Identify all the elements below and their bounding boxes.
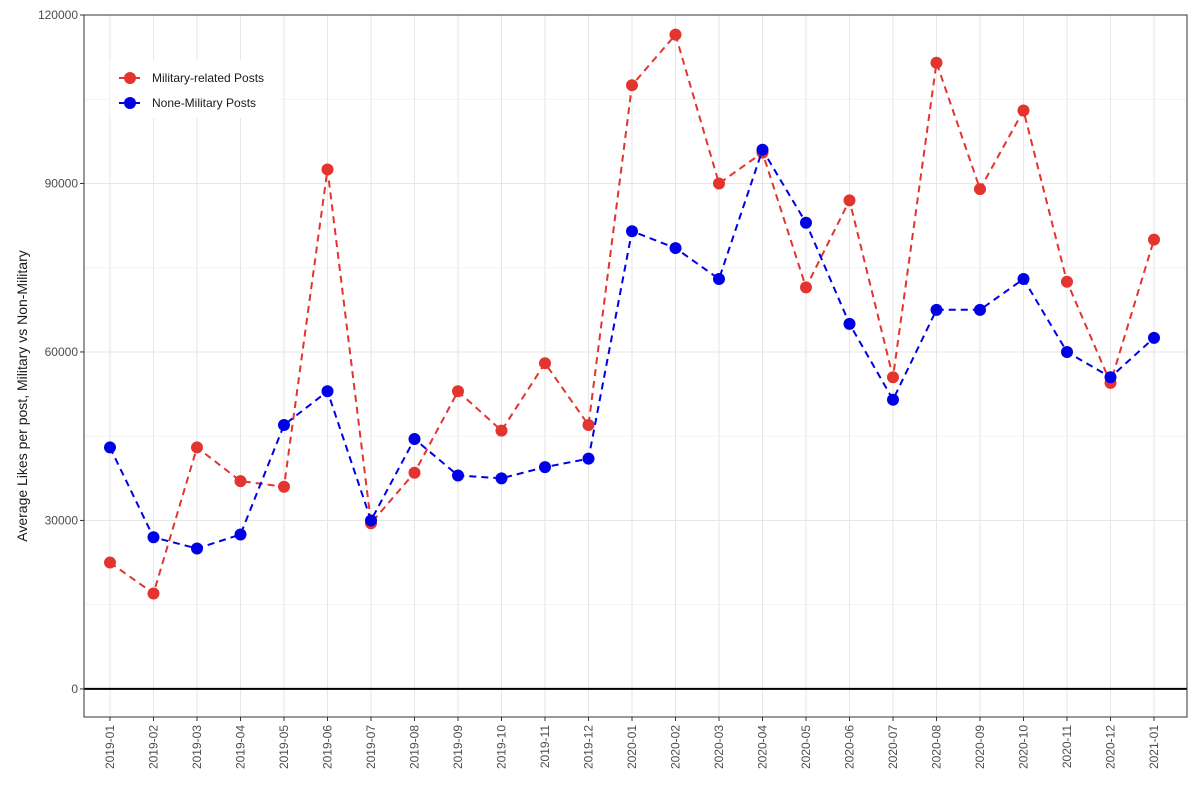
- data-point: [800, 281, 812, 294]
- data-point: [1017, 104, 1030, 117]
- x-tick-label: 2020-06: [843, 725, 857, 769]
- data-point: [452, 385, 464, 398]
- data-point: [191, 542, 203, 555]
- x-tick-label: 2019-12: [582, 725, 596, 769]
- legend-item: Military-related Posts: [119, 71, 264, 85]
- data-point: [843, 317, 856, 330]
- data-point: [582, 452, 595, 465]
- data-point: [539, 357, 551, 370]
- x-tick-label: 2020-04: [756, 725, 770, 769]
- data-point: [974, 303, 986, 316]
- y-tick-label: 120000: [38, 8, 78, 22]
- data-point: [582, 418, 595, 431]
- x-tick-label: 2019-04: [234, 725, 248, 769]
- data-point: [974, 183, 986, 196]
- x-axis: 2019-01 2019-02 2019-03 2019-04 2019-05 2019-…: [103, 717, 1161, 769]
- data-point: [278, 480, 290, 493]
- y-tick-label: 90000: [45, 176, 79, 190]
- x-tick-label: 2020-12: [1104, 725, 1118, 769]
- data-point: [800, 216, 812, 229]
- data-point: [147, 531, 160, 544]
- legend-marker: [124, 97, 136, 109]
- data-point: [930, 56, 943, 69]
- data-point: [669, 242, 682, 255]
- legend-label: Military-related Posts: [152, 71, 264, 85]
- x-tick-label: 2020-01: [625, 725, 639, 769]
- data-point: [756, 143, 769, 156]
- data-point: [408, 433, 421, 446]
- data-point: [539, 461, 551, 474]
- x-tick-label: 2019-01: [103, 725, 117, 769]
- data-point: [452, 469, 464, 482]
- x-tick-label: 2020-05: [799, 725, 813, 769]
- data-point: [321, 163, 334, 176]
- legend-marker: [124, 72, 136, 84]
- data-point: [1104, 371, 1117, 384]
- data-point: [321, 385, 334, 398]
- y-tick-label: 0: [71, 682, 78, 696]
- plot-border: [83, 14, 1188, 718]
- data-point: [843, 194, 856, 207]
- data-point: [495, 472, 508, 485]
- x-tick-label: 2019-05: [277, 725, 291, 769]
- data-point: [104, 556, 116, 569]
- data-point: [1148, 331, 1160, 344]
- data-point: [234, 528, 247, 541]
- x-tick-label: 2020-10: [1017, 725, 1031, 769]
- legend: Military-related Posts None-Military Post…: [110, 60, 280, 118]
- y-tick-label: 60000: [45, 345, 79, 359]
- data-point: [147, 587, 160, 600]
- data-point: [626, 79, 638, 92]
- x-tick-label: 2020-09: [973, 725, 987, 769]
- x-tick-label: 2019-06: [321, 725, 335, 769]
- data-point: [887, 371, 899, 384]
- x-tick-label: 2019-09: [451, 725, 465, 769]
- data-point: [930, 303, 943, 316]
- x-tick-label: 2019-11: [538, 725, 552, 768]
- data-point: [234, 475, 247, 488]
- x-tick-label: 2020-03: [712, 725, 726, 769]
- y-axis: 0 30000 60000 90000 120000: [38, 8, 84, 696]
- x-tick-label: 2020-02: [669, 725, 683, 769]
- x-tick-label: 2020-11: [1060, 725, 1074, 768]
- data-point: [365, 514, 377, 527]
- data-point: [713, 177, 725, 190]
- x-tick-label: 2019-03: [190, 725, 204, 769]
- data-point: [713, 272, 725, 285]
- data-point: [1061, 345, 1073, 358]
- legend-box: [110, 60, 280, 118]
- series-0: [104, 28, 1160, 600]
- x-tick-label: 2019-10: [495, 725, 509, 769]
- plot-background: [84, 15, 1187, 717]
- data-point: [191, 441, 203, 454]
- data-point: [408, 466, 421, 479]
- data-point: [104, 441, 116, 454]
- x-tick-label: 2019-08: [408, 725, 422, 769]
- data-point: [1061, 275, 1073, 288]
- data-point: [495, 424, 508, 437]
- data-point: [626, 225, 638, 238]
- x-tick-label: 2021-01: [1147, 725, 1161, 769]
- data-point: [1017, 272, 1030, 285]
- x-tick-label: 2020-07: [886, 725, 900, 769]
- y-tick-label: 30000: [45, 513, 79, 527]
- x-tick-label: 2019-02: [147, 725, 161, 769]
- series-layer: [104, 28, 1160, 600]
- data-point: [887, 393, 899, 406]
- x-tick-label: 2020-08: [930, 725, 944, 769]
- y-axis-title: Average Likes per post, Military vs Non-…: [14, 250, 30, 542]
- data-point: [669, 28, 682, 41]
- data-point: [278, 418, 290, 431]
- series-1: [104, 143, 1160, 555]
- data-point: [1148, 233, 1160, 246]
- legend-item: None-Military Posts: [119, 96, 256, 110]
- x-tick-label: 2019-07: [364, 725, 378, 769]
- legend-label: None-Military Posts: [152, 96, 256, 110]
